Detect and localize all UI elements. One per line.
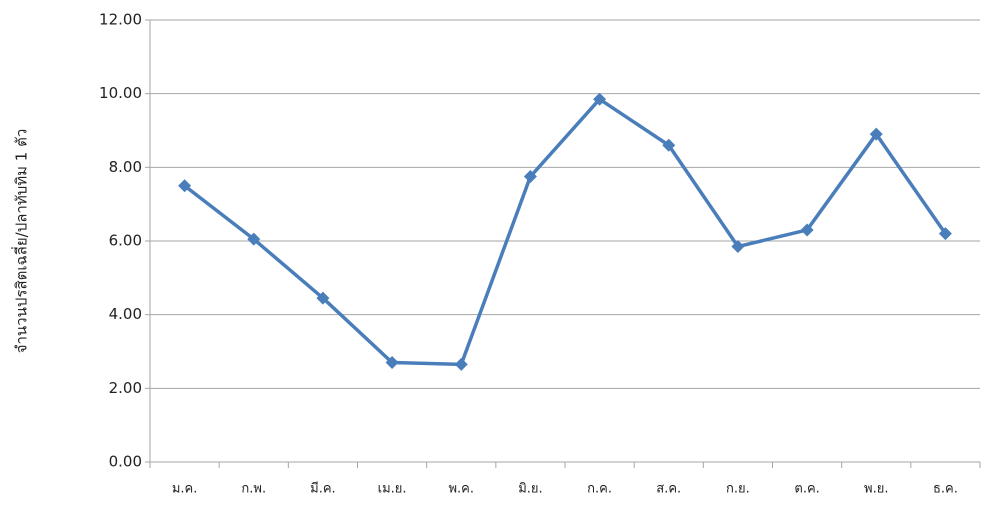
y-tick-label: 6.00 (109, 232, 142, 250)
y-tick-label: 2.00 (109, 379, 142, 397)
marker (316, 291, 330, 305)
y-tick-label: 10.00 (99, 84, 142, 102)
x-tick-label: ก.ย. (726, 482, 750, 497)
x-tick-label: พ.ย. (864, 482, 888, 497)
x-tick-label: ก.ค. (587, 482, 612, 497)
marker (800, 223, 814, 237)
x-tick-label: ธ.ค. (933, 482, 958, 497)
x-tick-label: มิ.ย. (518, 482, 542, 497)
line (183, 97, 947, 367)
marker (662, 138, 676, 152)
y-tick-label: 0.00 (109, 453, 142, 471)
x-tick-label: ก.พ. (241, 482, 266, 497)
x-tick-label: พ.ค. (448, 482, 474, 497)
x-tick-label: มี.ค. (310, 481, 336, 497)
x-tick-label: ส.ค. (656, 482, 681, 497)
x-tick-label: เม.ย. (378, 482, 407, 497)
y-tick-label: 12.00 (99, 11, 142, 29)
y-axis-label: จำนวนปรสิตเฉลี่ย/ปลาทับทิม 1 ตัว (11, 129, 31, 354)
y-tick-label: 8.00 (109, 158, 142, 176)
x-tick-label: ต.ค. (794, 482, 819, 497)
marker (523, 170, 537, 184)
x-tick-label: ม.ค. (172, 482, 198, 497)
marker (385, 356, 399, 370)
y-tick-label: 4.00 (109, 305, 142, 323)
marker (454, 357, 468, 371)
marker (247, 232, 261, 246)
marker (869, 127, 883, 141)
marker (938, 227, 952, 241)
marker (731, 240, 745, 254)
marker (593, 92, 607, 106)
marker (178, 179, 192, 193)
